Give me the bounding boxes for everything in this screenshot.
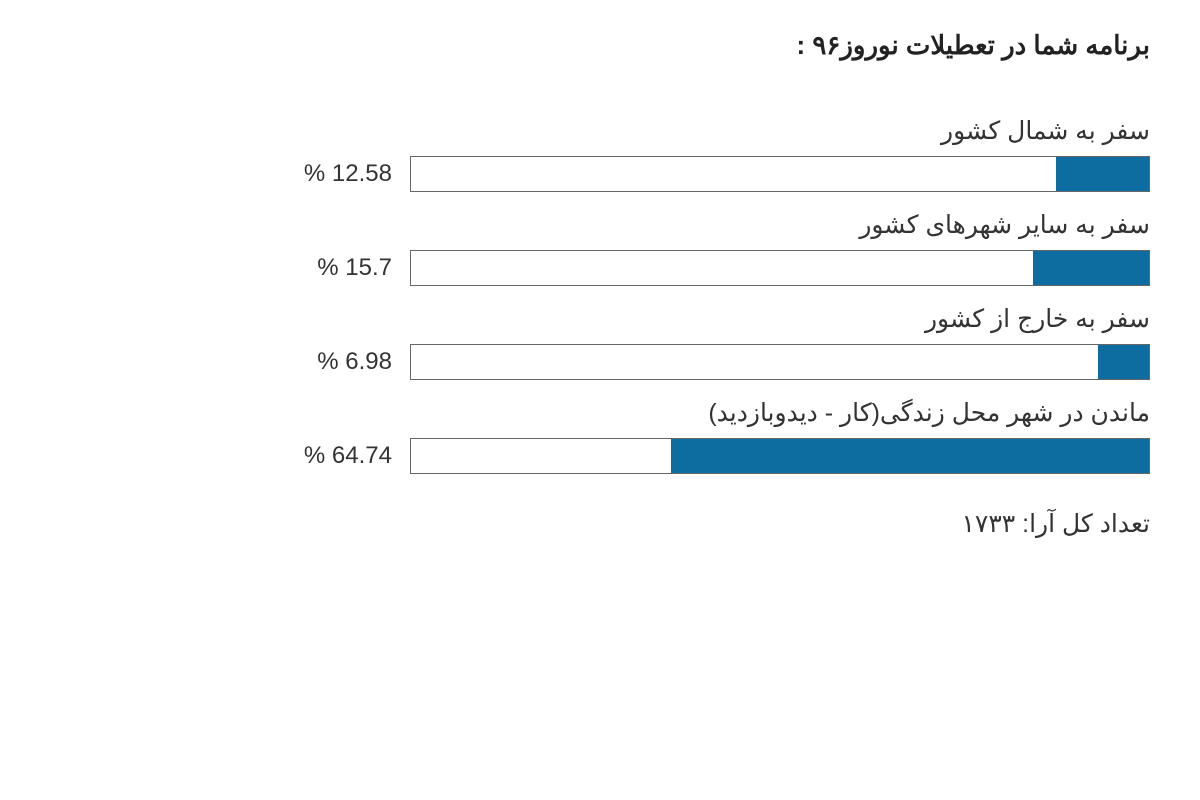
option-bar-fill	[1056, 157, 1149, 191]
option-percent: % 12.58	[304, 160, 392, 188]
option-bar-row: % 64.74	[80, 438, 1150, 474]
poll-option: سفر به شمال کشور % 12.58	[80, 116, 1150, 192]
poll-option: ماندن در شهر محل زندگی(کار - دیدوبازدید)…	[80, 398, 1150, 474]
option-bar-row: % 12.58	[80, 156, 1150, 192]
option-bar-fill	[671, 439, 1149, 473]
total-votes: تعداد کل آرا: ۱۷۳۳	[80, 509, 1150, 539]
option-label: سفر به سایر شهرهای کشور	[80, 210, 1150, 240]
option-percent: % 6.98	[317, 348, 392, 376]
option-label: ماندن در شهر محل زندگی(کار - دیدوبازدید)	[80, 398, 1150, 428]
option-bar-row: % 6.98	[80, 344, 1150, 380]
poll-options: سفر به شمال کشور % 12.58 سفر به سایر شهر…	[80, 116, 1150, 474]
poll-title: برنامه شما در تعطیلات نوروز۹۶ :	[80, 30, 1150, 61]
option-bar-fill	[1098, 345, 1150, 379]
option-bar-container	[410, 438, 1150, 474]
option-percent: % 64.74	[304, 442, 392, 470]
option-label: سفر به خارج از کشور	[80, 304, 1150, 334]
option-label: سفر به شمال کشور	[80, 116, 1150, 146]
option-bar-container	[410, 250, 1150, 286]
option-bar-container	[410, 344, 1150, 380]
poll-option: سفر به سایر شهرهای کشور % 15.7	[80, 210, 1150, 286]
option-bar-container	[410, 156, 1150, 192]
poll-option: سفر به خارج از کشور % 6.98	[80, 304, 1150, 380]
option-percent: % 15.7	[317, 254, 392, 282]
option-bar-fill	[1033, 251, 1149, 285]
option-bar-row: % 15.7	[80, 250, 1150, 286]
